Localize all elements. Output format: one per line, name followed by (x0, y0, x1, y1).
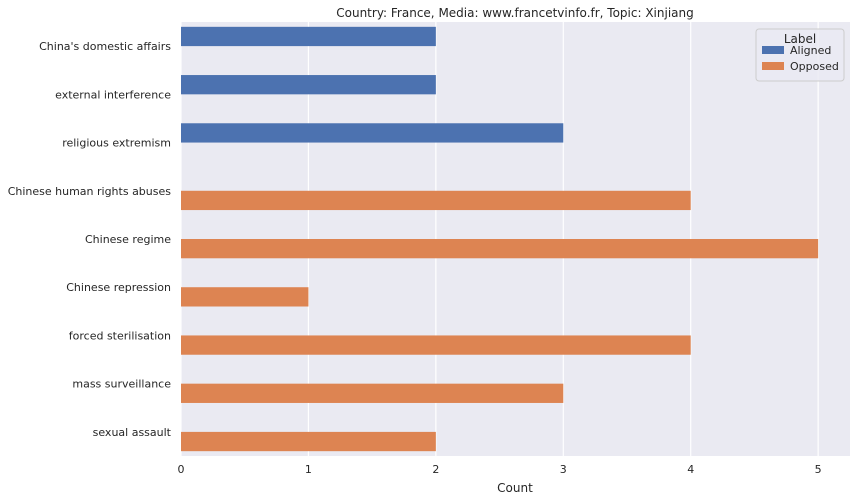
x-tick-labels: 0 1 2 3 4 5 (178, 463, 822, 476)
bar-opposed (181, 335, 691, 355)
x-tick-label: 5 (815, 463, 822, 476)
x-tick-label: 2 (432, 463, 439, 476)
y-tick-label: sexual assault (93, 426, 172, 439)
y-tick-label: religious extremism (62, 137, 171, 150)
bar-opposed (181, 239, 819, 259)
legend-swatch (762, 62, 784, 70)
legend-entry: Aligned (790, 44, 831, 57)
bars (181, 26, 819, 452)
bar-opposed (181, 431, 436, 452)
y-tick-label: Chinese human rights abuses (8, 185, 172, 198)
x-tick-label: 4 (687, 463, 694, 476)
y-tick-label: Chinese repression (66, 281, 171, 294)
chart-title: Country: France, Media: www.francetvinfo… (336, 6, 694, 20)
y-tick-label: external interference (55, 88, 171, 101)
bar-opposed (181, 190, 691, 211)
legend-title: Label (784, 32, 816, 46)
y-tick-label: Chinese regime (85, 233, 171, 246)
legend: Label Aligned Opposed (755, 28, 845, 82)
x-axis-label: Count (497, 481, 533, 495)
y-tick-label: mass surveillance (72, 378, 171, 391)
bar-aligned (181, 123, 564, 143)
y-tick-label: forced sterilisation (69, 329, 171, 342)
bar-opposed (181, 383, 564, 403)
x-tick-label: 3 (560, 463, 567, 476)
bar-aligned (181, 26, 436, 47)
y-tick-label: China's domestic affairs (39, 40, 171, 53)
y-tick-labels: China's domestic affairs external interfe… (8, 40, 172, 439)
legend-entry: Opposed (790, 60, 839, 73)
bar-aligned (181, 75, 436, 95)
legend-swatch (762, 46, 784, 54)
x-tick-label: 0 (178, 463, 185, 476)
x-tick-label: 1 (305, 463, 312, 476)
bar-opposed (181, 287, 309, 307)
